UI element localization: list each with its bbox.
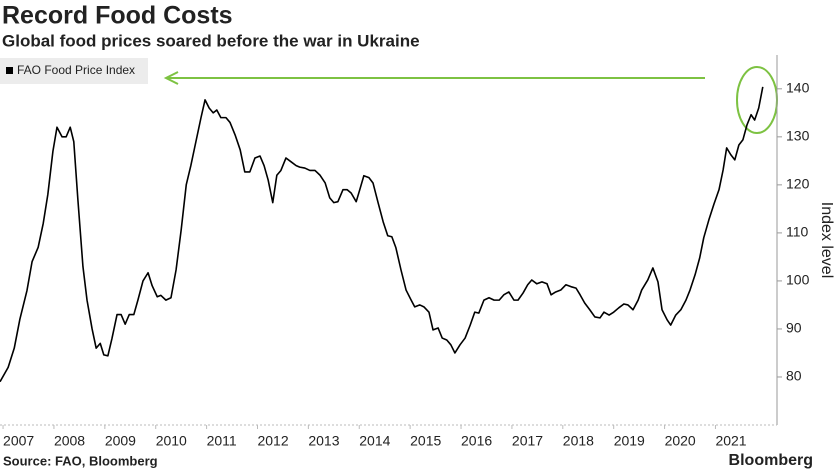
x-tick-label: 2015: [410, 433, 441, 449]
x-tick-label: 2007: [3, 433, 34, 449]
y-tick-label: 130: [786, 128, 810, 144]
y-axis-title: Index level: [818, 202, 835, 279]
x-tick-label: 2017: [512, 433, 543, 449]
source-note: Source: FAO, Bloomberg: [3, 453, 158, 468]
chart-subtitle: Global food prices soared before the war…: [2, 31, 420, 50]
x-tick-label: 2012: [257, 433, 288, 449]
brand: Bloomberg: [729, 452, 813, 469]
x-tick-label: 2020: [665, 433, 696, 449]
x-tick-label: 2019: [614, 433, 645, 449]
x-tick-label: 2018: [563, 433, 594, 449]
x-tick-label: 2009: [105, 433, 136, 449]
x-tick-label: 2008: [54, 433, 85, 449]
legend-swatch: [6, 67, 13, 74]
x-tick-label: 2016: [461, 433, 492, 449]
x-tick-label: 2011: [207, 433, 237, 449]
y-tick-label: 110: [786, 224, 809, 240]
series-line: [0, 86, 764, 383]
x-tick-label: 2010: [156, 433, 187, 449]
chart-title: Record Food Costs: [2, 2, 233, 30]
y-tick-label: 80: [786, 368, 802, 384]
y-tick-label: 120: [786, 176, 810, 192]
annotation-circle: [736, 66, 778, 134]
y-tick-label: 90: [786, 320, 802, 336]
legend-box: [0, 58, 148, 84]
y-tick-label: 100: [786, 272, 810, 288]
legend-label: FAO Food Price Index: [17, 63, 135, 77]
annotation-arrowhead: [163, 71, 179, 85]
x-tick-label: 2014: [359, 433, 390, 449]
x-tick-label: 2013: [308, 433, 339, 449]
x-tick-label: 2021: [715, 433, 746, 449]
y-tick-label: 140: [786, 80, 810, 96]
